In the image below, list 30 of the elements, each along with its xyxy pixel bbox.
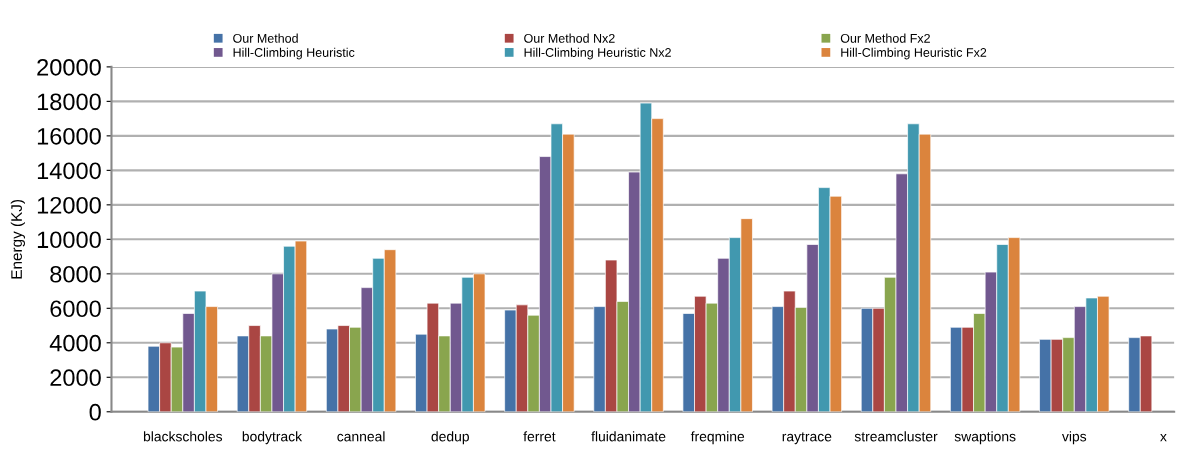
x-tick-label: blackscholes — [143, 431, 223, 442]
y-axis-title: Energy (KJ) — [10, 199, 25, 279]
y-tick-label: 4000 — [49, 334, 101, 352]
x-tick-label: freqmine — [690, 431, 745, 445]
x-tick-label: bodytrack — [242, 431, 303, 445]
legend-label: Hill-Climbing Heuristic Fx2 — [841, 47, 987, 60]
y-tick-label: 18000 — [37, 93, 101, 111]
y-tick-label: 20000 — [37, 58, 101, 76]
y-tick-label: 12000 — [37, 196, 101, 214]
y-tick-label: 0 — [89, 403, 101, 421]
y-tick-label: 16000 — [37, 127, 101, 145]
legend-label: Our Method — [233, 33, 298, 43]
y-tick-label: 14000 — [37, 162, 101, 180]
x-tick-label: dedup — [431, 431, 469, 445]
x-tick-label: swaptions — [954, 431, 1016, 445]
legend-label: Our Method Nx2 — [524, 33, 615, 43]
x-tick-label: canneal — [337, 431, 385, 442]
x-tick-label: streamcluster — [854, 431, 938, 442]
legend-label: Hill-Climbing Heuristic — [233, 47, 355, 60]
x-tick-label: ferret — [523, 431, 556, 442]
x-tick-label: vips — [1061, 431, 1087, 445]
x-tick-label: raytrace — [782, 432, 832, 445]
y-tick-label: 10000 — [37, 231, 101, 249]
y-tick-label: 2000 — [50, 369, 101, 387]
y-tick-label: 8000 — [50, 265, 101, 283]
legend-label: Hill-Climbing Heuristic Nx2 — [524, 47, 671, 60]
y-tick-label: 6000 — [50, 300, 101, 318]
legend-label: Our Method Fx2 — [840, 33, 930, 43]
x-tick-label: x — [1160, 433, 1167, 442]
x-tick-label: fluidanimate — [591, 431, 666, 442]
